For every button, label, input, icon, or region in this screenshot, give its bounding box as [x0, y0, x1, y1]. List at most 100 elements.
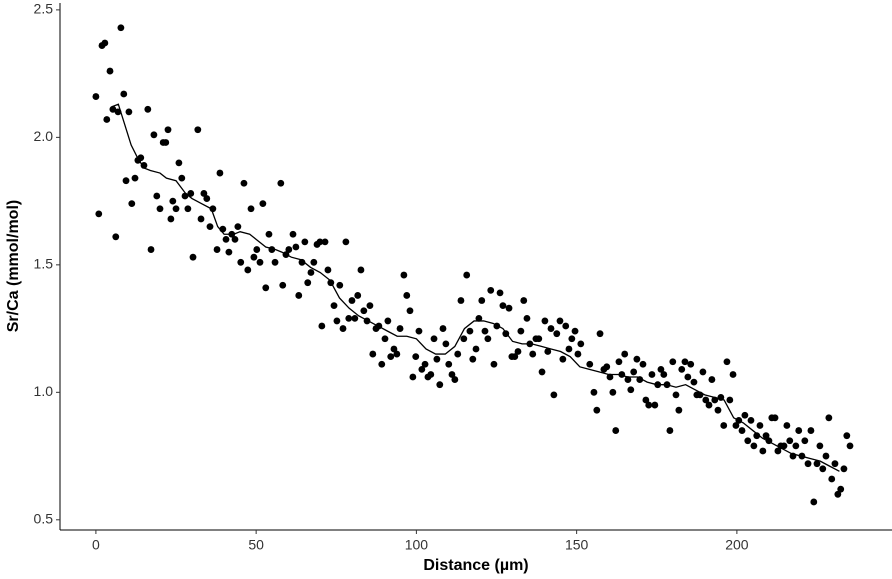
point: [484, 335, 492, 343]
point: [759, 447, 767, 455]
point: [660, 371, 668, 378]
x-tick-label: 100: [405, 537, 429, 553]
point: [430, 335, 438, 343]
point: [708, 376, 716, 383]
point: [565, 345, 573, 353]
point: [603, 363, 611, 371]
point: [612, 427, 620, 434]
point: [403, 292, 411, 299]
point: [247, 205, 255, 213]
point: [753, 432, 761, 440]
point: [209, 205, 217, 213]
point: [101, 39, 109, 47]
point: [590, 388, 598, 396]
point: [621, 350, 629, 358]
point: [514, 348, 522, 355]
point: [421, 360, 429, 368]
point: [412, 353, 420, 361]
point: [225, 248, 233, 256]
point: [318, 322, 326, 330]
point: [451, 376, 459, 383]
point: [213, 246, 221, 253]
point: [642, 396, 650, 404]
point: [825, 414, 833, 422]
point: [559, 355, 567, 363]
point: [828, 475, 836, 483]
point: [792, 442, 800, 450]
point: [460, 335, 468, 343]
point: [162, 139, 170, 146]
point: [523, 314, 531, 322]
point: [732, 422, 740, 429]
point: [556, 317, 564, 325]
point: [109, 105, 117, 113]
point: [187, 190, 195, 197]
point: [837, 485, 845, 493]
point: [795, 427, 803, 434]
point: [822, 452, 830, 460]
point: [684, 373, 692, 381]
point: [846, 442, 854, 450]
point: [609, 388, 617, 396]
point: [487, 286, 495, 294]
point: [175, 159, 183, 167]
point: [125, 108, 133, 116]
point: [651, 401, 659, 409]
point: [240, 179, 248, 187]
point: [381, 335, 389, 343]
y-tick-label: 0.5: [34, 511, 54, 527]
point: [547, 325, 555, 332]
point: [203, 195, 211, 202]
point: [813, 460, 821, 468]
point: [164, 126, 172, 134]
point: [672, 391, 680, 399]
point: [357, 266, 365, 274]
point: [780, 442, 788, 450]
point: [310, 258, 318, 266]
point: [633, 355, 641, 363]
point: [606, 373, 614, 381]
point: [415, 327, 423, 335]
point: [648, 371, 656, 378]
point: [348, 297, 356, 304]
x-tick-label: 150: [565, 537, 589, 553]
y-tick-label: 1.5: [34, 256, 54, 272]
point: [454, 350, 462, 358]
point: [184, 205, 192, 213]
point: [360, 307, 368, 315]
x-tick-label: 0: [92, 537, 100, 553]
point: [354, 292, 362, 299]
point: [342, 238, 350, 246]
point: [448, 371, 456, 378]
point: [351, 314, 359, 322]
point: [834, 490, 842, 498]
point: [178, 174, 186, 182]
point: [439, 325, 447, 332]
point: [378, 360, 386, 368]
point: [657, 365, 665, 373]
point: [442, 340, 450, 348]
point: [687, 360, 695, 368]
point: [681, 358, 689, 366]
point: [478, 297, 486, 304]
point: [615, 358, 623, 366]
point: [747, 416, 755, 424]
point: [472, 345, 480, 353]
point: [144, 105, 152, 113]
point: [106, 67, 114, 75]
point: [256, 258, 264, 266]
point: [723, 358, 731, 366]
point: [571, 327, 579, 335]
point: [330, 302, 338, 310]
point: [786, 437, 794, 445]
point: [384, 317, 392, 325]
point: [816, 442, 824, 450]
point: [445, 360, 453, 368]
point: [843, 432, 851, 440]
point: [366, 302, 374, 310]
point: [409, 373, 417, 381]
point: [496, 289, 504, 297]
point: [436, 381, 444, 389]
y-tick-label: 1.0: [34, 383, 54, 399]
point: [167, 215, 175, 223]
